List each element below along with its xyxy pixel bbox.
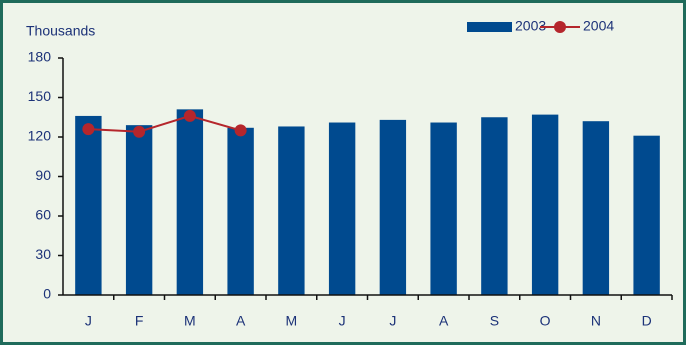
marker	[234, 124, 247, 137]
bar	[227, 127, 254, 296]
legend-swatch	[467, 22, 512, 32]
x-tick-label: O	[540, 313, 551, 329]
x-tick-label: J	[85, 313, 92, 329]
y-tick-label: 150	[28, 88, 52, 104]
y-tick-label: 90	[35, 167, 51, 183]
marker	[183, 109, 196, 122]
bar	[75, 115, 102, 295]
bar	[531, 114, 559, 295]
y-axis-title: Thousands	[26, 23, 95, 39]
bar	[430, 122, 457, 296]
y-tick-label: 0	[43, 286, 51, 302]
legend-label: 2003	[515, 18, 546, 34]
x-tick-label: J	[339, 313, 346, 329]
line	[88, 114, 241, 133]
bar	[582, 121, 610, 295]
bar	[176, 109, 204, 295]
x-tick-label: M	[286, 313, 298, 329]
legend-marker	[554, 21, 566, 33]
y-tick-label: 30	[35, 246, 51, 262]
marker	[133, 125, 146, 138]
marker	[82, 123, 95, 136]
y-tick-label: 180	[28, 49, 52, 65]
bar	[633, 135, 660, 295]
x-tick-label: N	[591, 313, 601, 329]
x-tick-label: J	[389, 313, 396, 329]
bar	[379, 119, 407, 295]
x-tick-label: D	[642, 313, 652, 329]
x-tick-label: F	[135, 313, 144, 329]
bar	[278, 126, 305, 295]
x-tick-label: A	[236, 313, 246, 329]
x-tick-label: M	[184, 313, 196, 329]
y-tick-label: 60	[35, 207, 51, 223]
legend-label: 2004	[583, 18, 614, 34]
bar	[328, 122, 356, 296]
x-tick-label: A	[439, 313, 449, 329]
y-tick-label: 120	[28, 128, 52, 144]
bar	[481, 117, 508, 295]
bar	[125, 125, 153, 296]
x-tick-label: S	[490, 313, 499, 329]
